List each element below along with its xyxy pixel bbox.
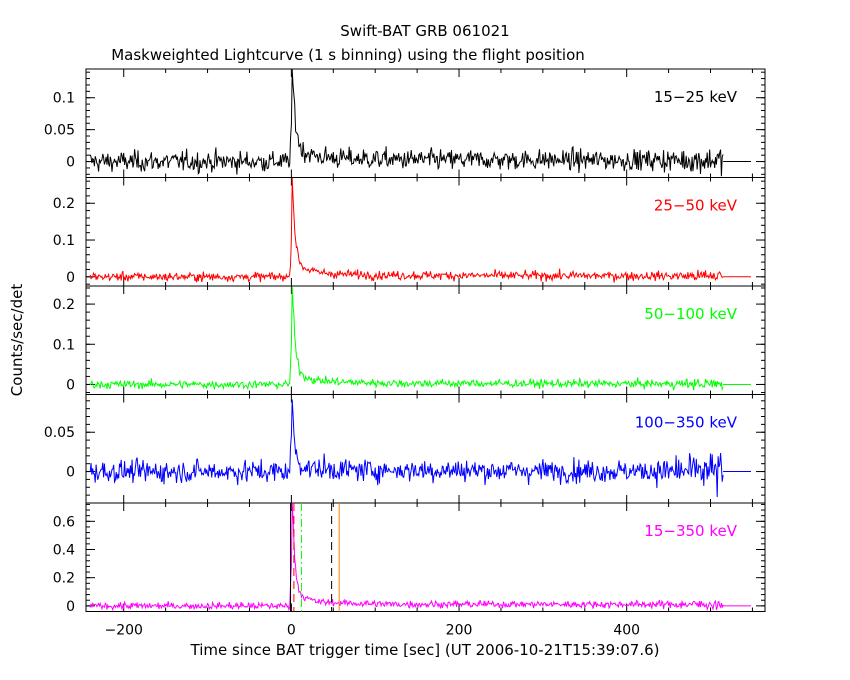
series-label: 50−100 keV (644, 305, 737, 323)
y-tick-label: 0 (66, 270, 75, 286)
y-tick-label: 0.4 (53, 543, 75, 559)
panel-frame (85, 285, 766, 395)
series-line (89, 286, 724, 392)
y-tick-label: 0.2 (53, 571, 75, 587)
y-tick-label: 0.05 (44, 123, 75, 139)
panel-5: 0 0.2 0.4 0.6 15−350 keV (53, 502, 766, 615)
chart-title: Swift-BAT GRB 061021 (340, 22, 509, 40)
y-tick-label: 0 (66, 155, 75, 171)
y-tick-label: 0.05 (44, 425, 75, 441)
series-label: 100−350 keV (635, 414, 738, 432)
x-tick-label: −200 (104, 623, 142, 639)
y-tick-label: 0 (66, 377, 75, 393)
y-tick-label: 0.1 (53, 233, 75, 249)
panel-4: 0 0.05 100−350 keV (44, 394, 766, 504)
x-tick-label: 400 (613, 623, 640, 639)
x-tick-label: 200 (446, 623, 473, 639)
panel-2: 0 0.1 0.2 25−50 keV (53, 177, 766, 287)
x-tick-label: 0 (287, 623, 296, 639)
series-label: 25−50 keV (654, 197, 738, 215)
panel-3: 0 0.1 0.2 50−100 keV (53, 285, 766, 395)
y-tick-label: 0.1 (53, 337, 75, 353)
chart-subtitle: Maskweighted Lightcurve (1 s binning) us… (111, 46, 585, 64)
x-axis: −200 0 200 400 (104, 623, 640, 639)
y-tick-label: 0.2 (53, 196, 75, 212)
series-label: 15−25 keV (654, 88, 738, 106)
y-tick-label: 0 (66, 465, 75, 481)
y-axis-label: Counts/sec/det (8, 284, 26, 397)
panel-frame (85, 394, 766, 504)
y-tick-label: 0 (66, 599, 75, 615)
series-label: 15−350 keV (644, 522, 737, 540)
y-tick-label: 0.1 (53, 91, 75, 107)
y-tick-label: 0.2 (53, 297, 75, 313)
y-tick-label: 0.6 (53, 514, 75, 530)
panel-frame (85, 502, 766, 612)
series-line (89, 177, 724, 283)
panel-frame (85, 177, 766, 287)
series-line (89, 69, 724, 177)
panel-1: 0 0.05 0.1 15−25 keV (44, 68, 766, 178)
x-axis-label: Time since BAT trigger time [sec] (UT 20… (190, 641, 660, 659)
series-line (89, 399, 724, 498)
series-line (89, 503, 724, 612)
panels-group: 0 0.05 0.1 15−25 keV 0 0.1 0.2 25−50 keV 0 0.1 0.2… (44, 68, 766, 615)
